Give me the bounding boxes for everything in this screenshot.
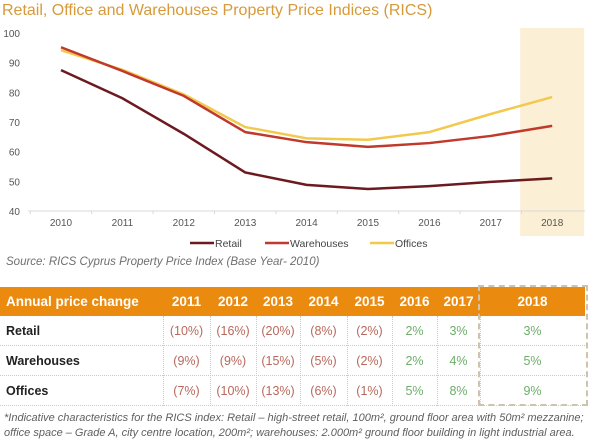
footnote-line-1: *Indicative characteristics for the RICS…: [4, 412, 584, 424]
table-cell: (10%): [169, 324, 204, 338]
column-divider: [480, 316, 481, 406]
series-line-warehouses: [60, 46, 553, 149]
series-line-retail: [60, 68, 553, 191]
x-tick-label: 2018: [541, 218, 564, 229]
highlight-2018-box: [478, 285, 588, 406]
table-cell: (5%): [310, 354, 337, 368]
table-cell: (9%): [173, 354, 200, 368]
y-tick-label: 80: [9, 88, 21, 99]
legend-label: Offices: [395, 238, 427, 250]
x-tick-label: 2017: [480, 218, 503, 229]
table-header-year: 2014: [308, 294, 339, 309]
legend-label: Warehouses: [290, 238, 349, 250]
x-tick-label: 2016: [418, 218, 441, 229]
table-header-label: Annual price change: [6, 294, 139, 309]
table-header-year: 2012: [217, 294, 249, 309]
table-cell: 5%: [405, 384, 424, 398]
table-cell: (8%): [310, 324, 337, 338]
row-label: Warehouses: [6, 354, 80, 368]
table-cell: 3%: [449, 324, 468, 338]
column-divider: [256, 316, 257, 406]
table-cell: 3%: [523, 324, 542, 338]
row-label: Offices: [6, 384, 49, 398]
table-header-year: 2018: [517, 294, 548, 309]
table-cell: (6%): [310, 384, 337, 398]
table-header-year: 2015: [354, 294, 385, 309]
legend-label: Retail: [215, 238, 242, 250]
footnote-line-2: office space – Grade A, city centre loca…: [4, 427, 575, 439]
table-cell: (9%): [219, 354, 247, 368]
table-header-year: 2013: [262, 294, 294, 309]
legend-item-retail: Retail: [190, 238, 242, 250]
column-divider: [347, 316, 348, 406]
table-cell: (7%): [173, 384, 200, 398]
row-label: Retail: [6, 324, 41, 338]
column-divider: [437, 316, 438, 406]
table-header-year: 2017: [443, 294, 474, 309]
y-tick-label: 70: [9, 118, 21, 129]
x-tick-label: 2012: [173, 218, 196, 229]
y-tick-label: 100: [3, 29, 20, 40]
x-tick-label: 2015: [357, 218, 380, 229]
x-tick-label: 2014: [295, 218, 318, 229]
table-cell: (10%): [216, 384, 250, 398]
highlight-band-2018: [520, 28, 585, 236]
table-cell: (1%): [356, 384, 383, 398]
x-tick-label: 2010: [50, 218, 73, 229]
column-divider: [210, 316, 211, 406]
table-cell: (2%): [356, 324, 383, 338]
row-divider: [0, 405, 585, 406]
table-header-bar: [0, 287, 585, 316]
legend-item-warehouses: Warehouses: [265, 238, 349, 250]
table-cell: (2%): [356, 354, 383, 368]
x-tick-label: 2013: [234, 218, 257, 229]
table-cell: 4%: [449, 354, 468, 368]
legend-item-offices: Offices: [370, 238, 427, 250]
source-note: Source: RICS Cyprus Property Price Index…: [6, 256, 320, 268]
table-header-year: 2016: [399, 294, 430, 309]
column-divider: [392, 316, 393, 406]
column-divider: [163, 316, 164, 406]
line-chart: 100 90 80 70 60 50 40 2010 2011 2012 2013 2014 2015…: [3, 28, 585, 250]
chart-title: Retail, Office and Warehouses Property P…: [2, 2, 433, 19]
table-cell: (20%): [261, 324, 295, 338]
y-tick-label: 40: [9, 207, 21, 218]
row-divider: [0, 375, 585, 376]
row-divider: [0, 345, 585, 346]
x-tick-label: 2011: [112, 218, 134, 229]
table-cell: 5%: [523, 354, 542, 368]
table-header-year: 2011: [171, 294, 202, 309]
y-tick-label: 90: [9, 59, 21, 70]
series-line-offices: [60, 49, 553, 142]
table-cell: (15%): [261, 354, 295, 368]
table-cell: (13%): [261, 384, 295, 398]
table-cell: 2%: [405, 324, 424, 338]
table-cell: 9%: [523, 384, 542, 398]
table-cell: (16%): [216, 324, 250, 338]
table-cell: 2%: [405, 354, 424, 368]
y-tick-label: 60: [9, 148, 21, 159]
table-cell: 8%: [449, 384, 468, 398]
column-divider: [300, 316, 301, 406]
y-tick-label: 50: [9, 177, 21, 188]
